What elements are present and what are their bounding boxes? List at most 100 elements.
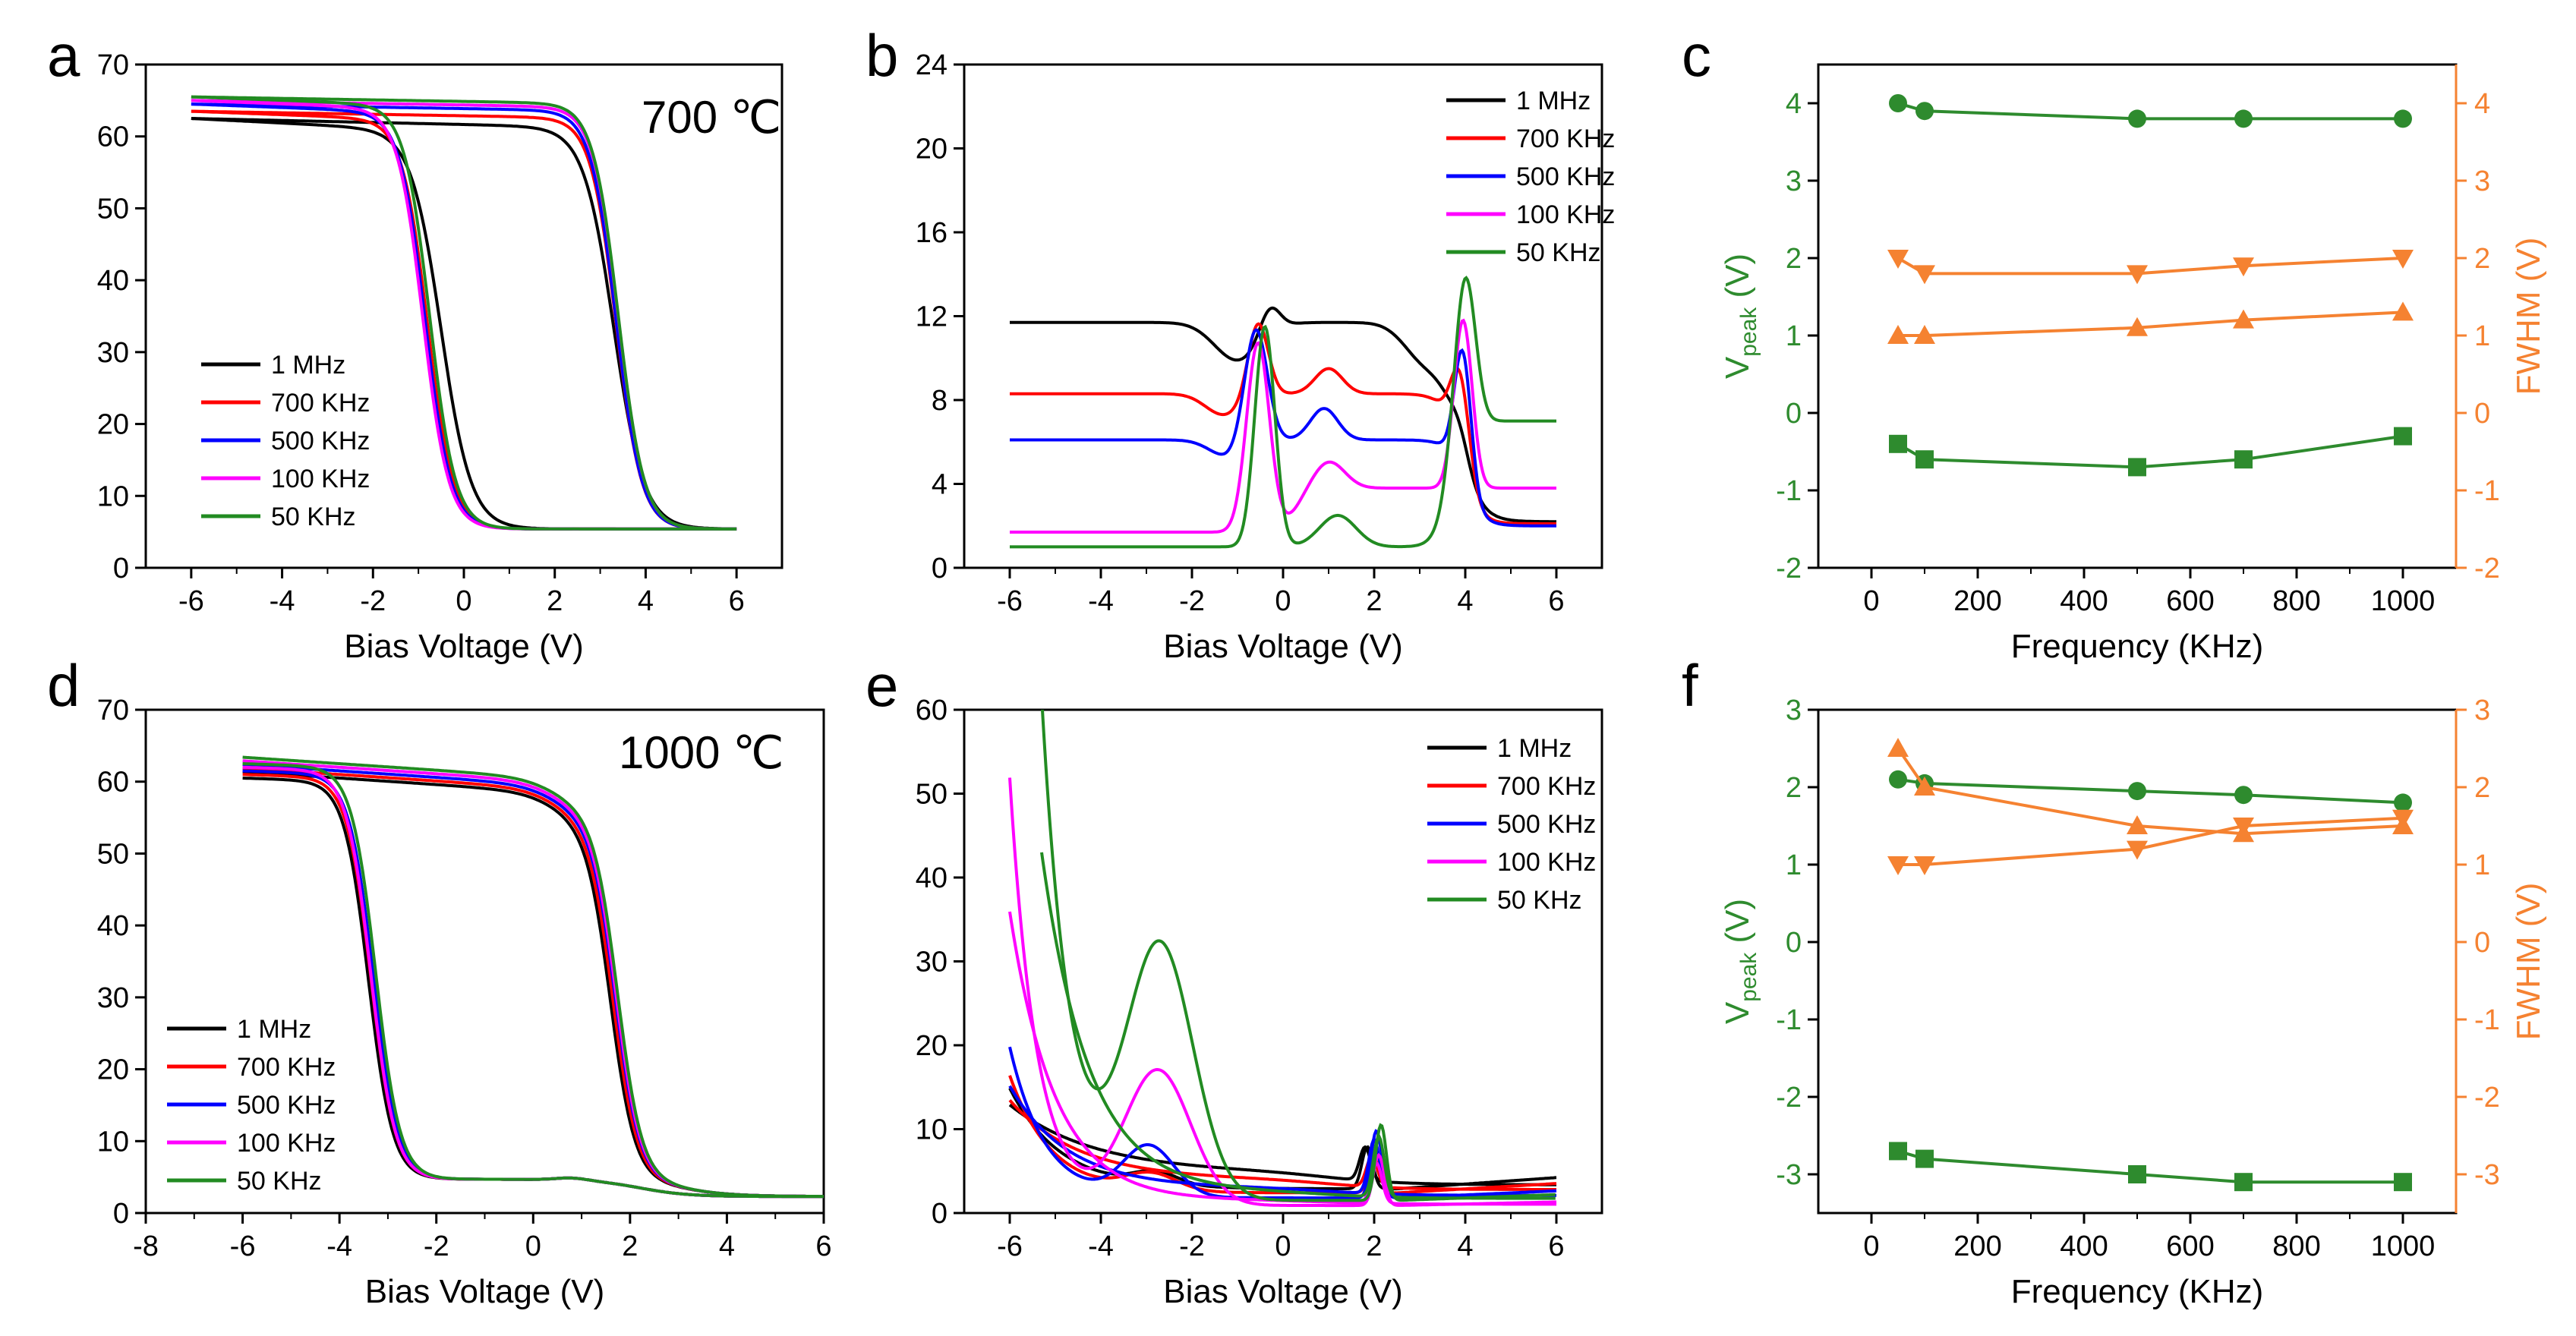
x-tick-label: -8 [133, 1230, 159, 1262]
legend-label: 500 KHz [271, 427, 370, 455]
data-point-triangle-up [1914, 325, 1935, 344]
legend-label: 50 KHz [271, 503, 356, 531]
x-tick-label: -2 [360, 585, 386, 617]
y-tick-label: 0 [113, 553, 129, 584]
data-point-square [2234, 450, 2253, 469]
y-tick-label: 4 [1786, 88, 1802, 120]
g-omega-curve [1008, 777, 1557, 1208]
g-omega-curve [1010, 328, 1556, 528]
g-omega-curve [1008, 1085, 1556, 1197]
y-tick-label: 3 [1786, 165, 1802, 197]
series-line [1897, 434, 2404, 469]
x-tick-label: 6 [729, 585, 745, 617]
y-tick-label: 60 [97, 121, 129, 153]
y2-axis-title: FWHM (V) [2510, 238, 2547, 395]
x-axis-title: Frequency (KHz) [2011, 1273, 2264, 1310]
g-omega-curve [1008, 1099, 1556, 1191]
data-point-triangle-down [2127, 265, 2148, 285]
y-tick-label: 8 [932, 385, 947, 417]
x-tick-label: 0 [525, 1230, 541, 1262]
x-tick-label: 0 [456, 585, 471, 617]
y2-tick-label: 1 [2474, 320, 2490, 352]
x-tick-label: -6 [997, 585, 1023, 617]
x-tick-label: 600 [2166, 585, 2214, 617]
cv-curve [191, 102, 737, 531]
y2-axis-title: FWHM (V) [2510, 883, 2547, 1041]
y-tick-label: 4 [932, 469, 947, 501]
legend-label: 1 MHz [1516, 87, 1591, 115]
y-tick-label: 20 [97, 409, 129, 441]
data-point-square [1889, 434, 1907, 453]
x-tick-label: 1000 [2371, 585, 2436, 617]
data-point-circle [1889, 94, 1907, 112]
y-tick-label: 1 [1786, 849, 1802, 881]
y-tick-label: 20 [916, 134, 947, 165]
y-tick-label: 2 [1786, 243, 1802, 275]
x-tick-label: 200 [1953, 1230, 2001, 1262]
legend-label: 100 KHz [237, 1129, 336, 1158]
x-tick-label: -6 [997, 1230, 1023, 1262]
data-point-square [1915, 450, 1934, 469]
data-point-square [2128, 458, 2146, 477]
data-point-triangle-up [1914, 777, 1935, 796]
data-point-square [1915, 1149, 1934, 1168]
y-tick-label: 60 [97, 767, 129, 799]
panel-label: f [1682, 652, 1698, 719]
y-tick-label: -2 [1776, 1082, 1802, 1114]
plot-frame [1817, 63, 2458, 569]
data-point-circle [2128, 782, 2146, 801]
y-tick-label: 0 [113, 1198, 129, 1230]
x-axis-title: Frequency (KHz) [2011, 628, 2264, 665]
y2-tick-label: -3 [2474, 1159, 2500, 1191]
legend-label: 700 KHz [237, 1053, 336, 1082]
data-point-triangle-down [1914, 265, 1935, 285]
y-tick-label: -1 [1776, 475, 1802, 507]
g-omega-curve [1008, 911, 1556, 1206]
x-axis-title: Bias Voltage (V) [1163, 1273, 1403, 1310]
data-point-triangle-up [1887, 738, 1909, 757]
data-point-triangle-down [1887, 250, 1909, 269]
data-point-triangle-up [1887, 325, 1909, 344]
data-point-circle [2394, 109, 2412, 128]
data-point-circle [2394, 793, 2412, 812]
x-tick-label: 4 [638, 585, 654, 617]
data-point-triangle-up [2127, 317, 2148, 336]
legend-label: 700 KHz [1516, 124, 1615, 153]
x-tick-label: 4 [719, 1230, 735, 1262]
y-tick-label: 50 [97, 193, 129, 225]
g-omega-curve [1008, 1075, 1557, 1195]
y-tick-label: 40 [916, 862, 947, 894]
x-tick-label: 2 [1366, 585, 1382, 617]
y-axis-title-sub: peak [1736, 952, 1761, 1002]
y-tick-label: 40 [97, 910, 129, 942]
x-tick-label: -4 [270, 585, 295, 617]
temperature-annotation: 700 ℃ [642, 92, 781, 143]
x-tick-label: 0 [1863, 585, 1879, 617]
series-line [1897, 777, 2404, 805]
y2-tick-label: 1 [2474, 849, 2490, 881]
y-tick-label: 20 [916, 1030, 947, 1062]
data-point-triangle-up [2127, 815, 2148, 834]
x-axis-title: Bias Voltage (V) [365, 1273, 605, 1310]
series-line [1897, 102, 2403, 121]
panel-label: a [47, 22, 80, 89]
data-point-circle [2234, 109, 2253, 128]
y-tick-label: 0 [932, 553, 947, 584]
y2-tick-label: -1 [2474, 475, 2500, 507]
x-tick-label: -2 [424, 1230, 449, 1262]
y-axis-title: Vpeak (V) [1719, 254, 1761, 379]
y-tick-label: 3 [1786, 695, 1802, 726]
y-tick-label: 60 [916, 695, 947, 726]
legend-label: 700 KHz [1497, 772, 1596, 801]
x-tick-label: 0 [1863, 1230, 1879, 1262]
x-tick-label: 1000 [2371, 1230, 2436, 1262]
legend-label: 100 KHz [1497, 848, 1596, 877]
legend-label: 1 MHz [237, 1015, 311, 1044]
x-tick-label: 6 [815, 1230, 831, 1262]
series-line [1897, 1149, 2403, 1184]
data-point-triangle-down [2127, 840, 2148, 860]
y2-tick-label: -2 [2474, 553, 2500, 584]
y-tick-label: 10 [97, 481, 129, 512]
legend-label: 500 KHz [1497, 810, 1596, 839]
